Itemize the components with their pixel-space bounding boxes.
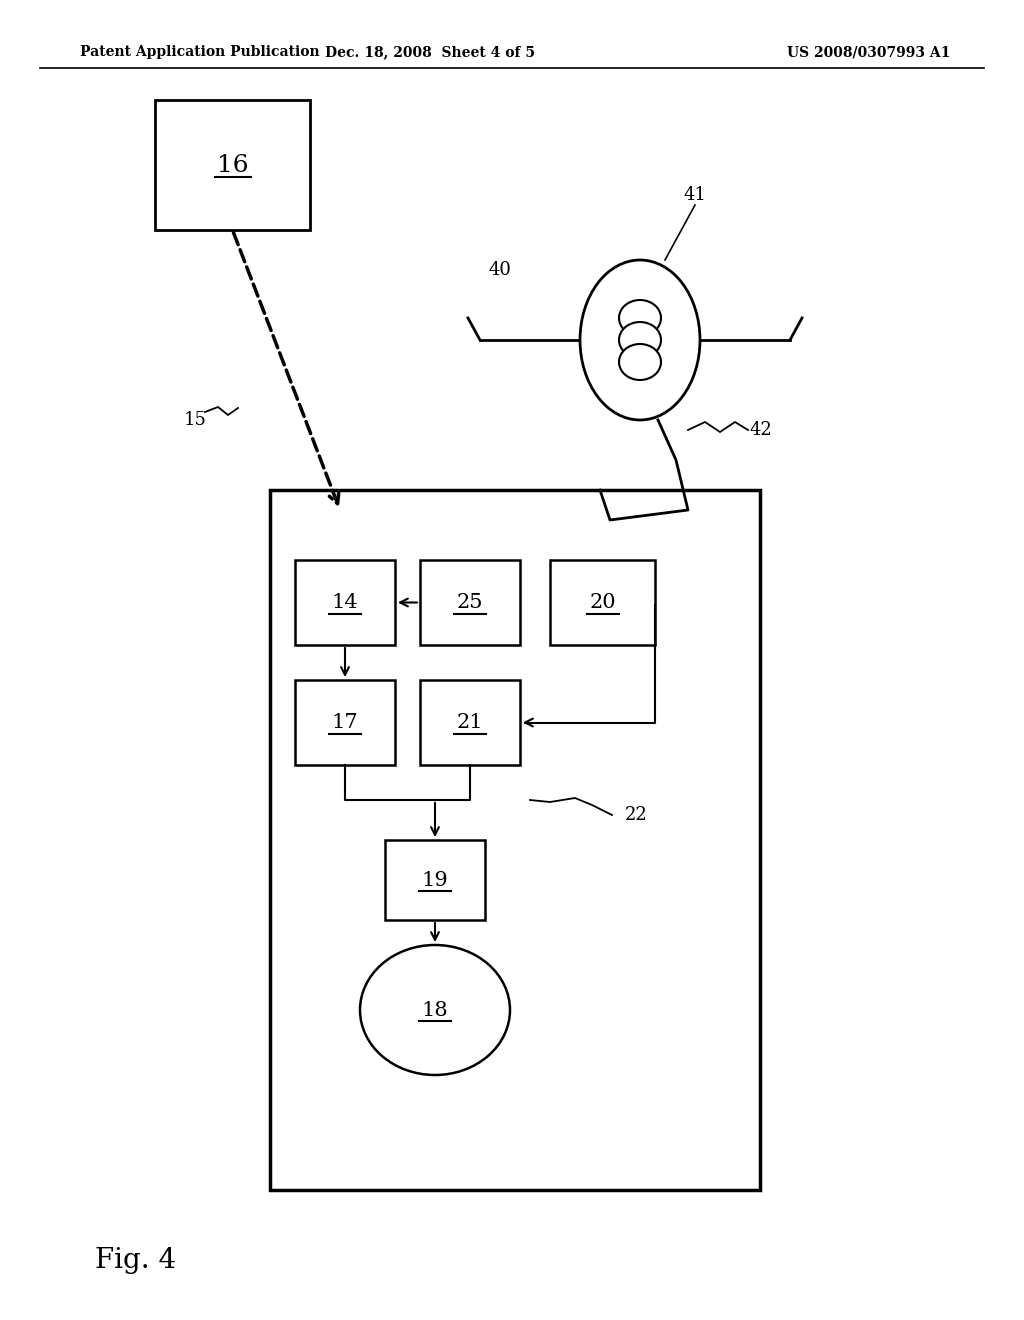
Text: 41: 41 xyxy=(684,186,707,205)
Bar xyxy=(295,680,395,766)
Text: 40: 40 xyxy=(488,261,511,279)
Text: 19: 19 xyxy=(422,870,449,890)
Text: Fig. 4: Fig. 4 xyxy=(95,1246,176,1274)
Bar xyxy=(385,840,485,920)
Bar xyxy=(420,680,520,766)
Text: 15: 15 xyxy=(183,411,207,429)
Text: 17: 17 xyxy=(332,713,358,733)
Text: US 2008/0307993 A1: US 2008/0307993 A1 xyxy=(786,45,950,59)
Text: Patent Application Publication: Patent Application Publication xyxy=(80,45,319,59)
Ellipse shape xyxy=(618,345,662,380)
Bar xyxy=(550,560,655,645)
Text: 25: 25 xyxy=(457,593,483,612)
Ellipse shape xyxy=(580,260,700,420)
Bar xyxy=(420,560,520,645)
Text: 20: 20 xyxy=(589,593,615,612)
Bar xyxy=(295,560,395,645)
Text: 21: 21 xyxy=(457,713,483,733)
Text: Dec. 18, 2008  Sheet 4 of 5: Dec. 18, 2008 Sheet 4 of 5 xyxy=(325,45,535,59)
Text: 22: 22 xyxy=(625,807,648,824)
Text: 42: 42 xyxy=(750,421,773,440)
Text: 18: 18 xyxy=(422,1001,449,1019)
Text: 14: 14 xyxy=(332,593,358,612)
Text: 16: 16 xyxy=(217,153,248,177)
Ellipse shape xyxy=(618,300,662,337)
Bar xyxy=(155,100,310,230)
Ellipse shape xyxy=(360,945,510,1074)
Bar xyxy=(270,490,760,1191)
Ellipse shape xyxy=(618,322,662,358)
